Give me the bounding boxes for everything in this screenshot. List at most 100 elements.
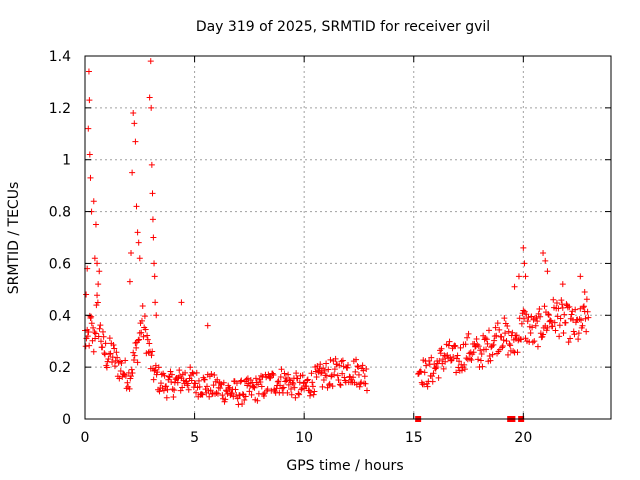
data-point (168, 379, 175, 386)
data-point (157, 380, 164, 387)
data-point (317, 370, 324, 377)
spike-point (149, 190, 156, 197)
x-tick-label: 5 (190, 430, 199, 446)
data-point (533, 315, 540, 322)
data-point (346, 373, 353, 380)
data-point (490, 341, 497, 348)
data-point (323, 360, 330, 367)
data-point (499, 344, 506, 351)
data-point (213, 389, 220, 396)
data-point (201, 376, 208, 383)
data-point (549, 323, 556, 330)
data-point (428, 354, 435, 361)
data-point (117, 367, 124, 374)
data-point (222, 387, 229, 394)
data-point (475, 356, 482, 363)
data-point (160, 387, 167, 394)
data-point (568, 311, 575, 318)
data-point (141, 313, 148, 320)
data-point (134, 359, 141, 366)
data-point (176, 367, 183, 374)
data-point (278, 366, 285, 373)
data-point (584, 308, 591, 315)
data-point (564, 304, 571, 311)
data-point (468, 356, 475, 363)
data-point (506, 341, 513, 348)
spike-point (136, 255, 143, 262)
data-point (238, 377, 245, 384)
data-point (488, 343, 495, 350)
spike-point (135, 239, 142, 246)
spike-point (540, 250, 547, 257)
y-tick-label: 0.6 (49, 256, 71, 272)
data-point (97, 338, 104, 345)
data-point (537, 313, 544, 320)
data-point (106, 335, 113, 342)
spike-point (86, 97, 93, 104)
data-point (504, 351, 511, 358)
spike-point (151, 260, 158, 267)
data-point (477, 347, 484, 354)
data-point (531, 338, 538, 345)
data-point (551, 319, 558, 326)
data-point (158, 371, 165, 378)
data-point (461, 366, 468, 373)
data-point (103, 364, 110, 371)
data-point (234, 395, 241, 402)
data-point (569, 308, 576, 315)
data-point (167, 368, 174, 375)
data-point (561, 311, 568, 318)
data-point (440, 365, 447, 372)
data-point (94, 292, 101, 299)
y-tick-label: 0.2 (49, 360, 71, 376)
spike-point (559, 281, 566, 288)
data-point (320, 365, 327, 372)
spike-point (581, 288, 588, 295)
data-point (318, 369, 325, 376)
spike-point (131, 120, 138, 127)
data-point (352, 368, 359, 375)
data-point (285, 371, 292, 378)
data-point (110, 341, 117, 348)
data-point (145, 349, 152, 356)
data-point (109, 359, 116, 366)
y-tick-label: 0.4 (49, 308, 71, 324)
data-point (509, 329, 516, 336)
data-point (426, 357, 433, 364)
data-point (85, 329, 92, 336)
data-point (139, 302, 146, 309)
data-point (363, 365, 370, 372)
data-point (168, 371, 175, 378)
spike-point (152, 299, 159, 306)
data-point (93, 302, 100, 309)
data-point (193, 389, 200, 396)
data-point (585, 314, 592, 321)
spike-point (90, 198, 97, 205)
data-point (107, 350, 114, 357)
data-point (525, 314, 532, 321)
spike-point (95, 281, 102, 288)
data-point (220, 379, 227, 386)
data-point (485, 327, 492, 334)
data-point (470, 349, 477, 356)
marks-layer (82, 58, 592, 422)
data-point (363, 387, 370, 394)
data-point (331, 371, 338, 378)
data-point (224, 390, 231, 397)
data-point (90, 324, 97, 331)
data-point (130, 349, 137, 356)
data-point (580, 304, 587, 311)
data-point (99, 344, 106, 351)
data-point (323, 372, 330, 379)
data-point (493, 332, 500, 339)
data-point (296, 379, 303, 386)
data-point (196, 383, 203, 390)
data-point (320, 377, 327, 384)
data-point (457, 344, 464, 351)
data-point (171, 387, 178, 394)
data-point (510, 348, 517, 355)
data-point (325, 366, 332, 373)
data-point (126, 385, 133, 392)
